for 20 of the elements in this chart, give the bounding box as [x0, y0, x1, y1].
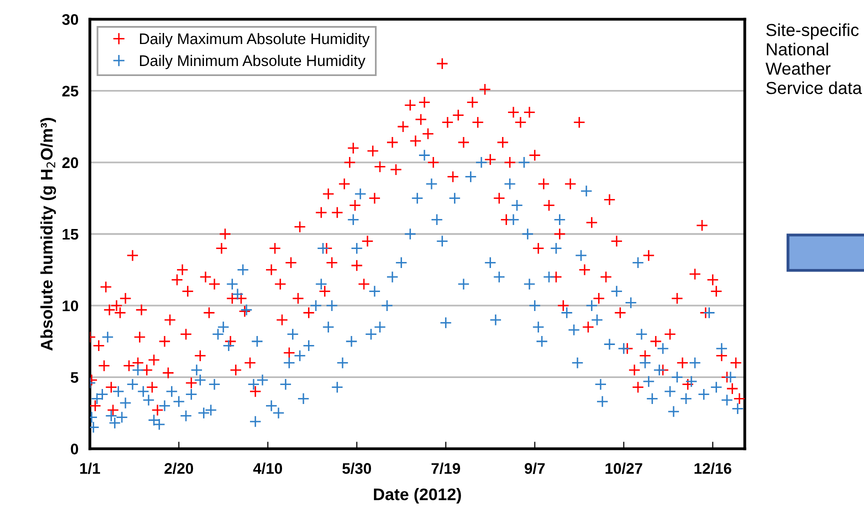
x-tick-label: 9/7: [524, 462, 545, 474]
legend-label: Daily Maximum Absolute Humidity: [140, 32, 370, 48]
x-tick-label: 1/1: [80, 462, 100, 474]
x-tick-label: 12/16: [694, 462, 732, 474]
y-tick-label: 30: [62, 14, 78, 25]
text: Site-specific National Weather Service data: [766, 23, 862, 94]
y-tick-label: 10: [62, 300, 78, 312]
legend-label: Daily Minimum Absolute Humidity: [140, 54, 366, 70]
x-tick-label: 5/30: [342, 462, 372, 474]
x-tick-label: 10/27: [606, 462, 642, 474]
x-axis-title: Date (2012): [374, 488, 461, 504]
y-tick-label: 20: [62, 157, 78, 168]
y-tick-label: 25: [62, 86, 78, 97]
x-tick-label: 2/20: [164, 462, 194, 474]
y-axis-title: Absolute humidity (g H$_{2}$O/m³): [40, 118, 56, 351]
y-tick-label: 15: [62, 229, 78, 240]
x-tick-label: 7/19: [432, 462, 460, 474]
x-tick-label: 4/10: [253, 462, 282, 474]
y-tick-label: 5: [70, 372, 78, 383]
y-tick-label: 0: [70, 444, 78, 454]
